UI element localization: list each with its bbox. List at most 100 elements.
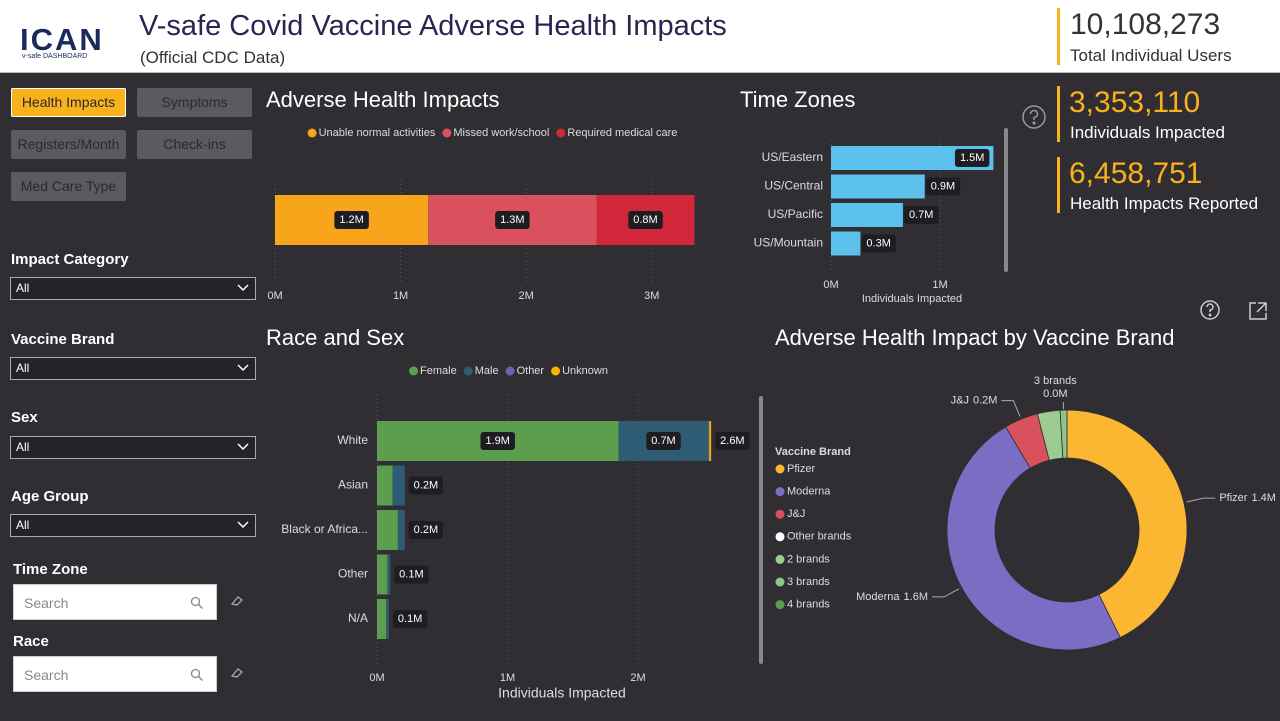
kpi-value: 10,108,273 <box>1070 8 1221 41</box>
dropdown-value: All <box>16 518 30 532</box>
search-box[interactable]: Search <box>13 584 217 620</box>
chart-title: Adverse Health Impacts <box>266 87 500 112</box>
dropdown-value: All <box>16 440 30 454</box>
legend-marker <box>775 577 785 587</box>
nav-button[interactable]: Health Impacts <box>11 88 126 117</box>
bar <box>709 421 712 461</box>
search-icon <box>190 668 203 681</box>
search-placeholder: Search <box>24 667 69 683</box>
data-label-box <box>861 234 896 253</box>
nav-button[interactable]: Med Care Type <box>11 172 126 201</box>
data-label: 0.3M <box>866 237 890 249</box>
chart-title: Time Zones <box>740 87 855 112</box>
x-tick-label: 1M <box>932 279 947 291</box>
bar <box>831 231 861 256</box>
data-label-box <box>480 432 515 450</box>
legend-marker <box>775 532 785 542</box>
bar <box>377 510 398 550</box>
data-label-box <box>392 610 428 628</box>
data-label-box <box>334 211 369 229</box>
legend-marker <box>775 600 785 610</box>
legend-label: Male <box>475 365 499 377</box>
legend-marker <box>307 128 317 138</box>
kpi-accent <box>1057 157 1060 213</box>
legend-marker <box>551 366 561 376</box>
donut-slice <box>1059 409 1068 459</box>
kpi-label: Total Individual Users <box>1070 46 1232 65</box>
legend-marker <box>442 128 452 138</box>
data-label: 0.2M <box>414 524 438 536</box>
chevron <box>237 364 249 372</box>
data-label: 1.3M <box>500 214 524 226</box>
dropdown-value: All <box>16 361 30 375</box>
y-tick-label: US/Pacific <box>768 207 823 221</box>
bar <box>377 554 388 595</box>
y-tick-label: Other <box>338 567 368 581</box>
nav-button[interactable]: Check-ins <box>137 130 252 159</box>
data-label: 0.9M <box>931 180 955 192</box>
slice-label: 1.4M <box>1251 492 1275 504</box>
clear-icon[interactable] <box>230 667 244 679</box>
donut-slice <box>946 426 1121 651</box>
y-tick-label: N/A <box>348 611 368 625</box>
filter-dropdown[interactable]: All <box>10 514 256 537</box>
x-tick-label: 0M <box>823 279 838 291</box>
bar <box>387 554 391 595</box>
chevron <box>237 443 249 451</box>
nav-button[interactable]: Registers/Month <box>11 130 126 159</box>
y-tick-label: US/Central <box>764 179 823 193</box>
slice-category: Moderna <box>856 591 900 603</box>
logo-subtitle: v-safe DASHBOARD <box>22 53 88 60</box>
bar <box>831 174 925 199</box>
legend-marker <box>505 366 515 376</box>
search-icon <box>190 596 203 609</box>
filter-label: Vaccine Brand <box>11 331 115 348</box>
legend-label: J&J <box>787 508 805 520</box>
data-label-box <box>646 432 681 450</box>
data-label-box <box>628 211 663 229</box>
filter-dropdown[interactable]: All <box>10 277 256 300</box>
x-tick-label: 1M <box>393 290 408 302</box>
legend-label: Required medical care <box>567 127 677 139</box>
focus-mode-icon[interactable] <box>1249 302 1267 320</box>
data-label-box <box>715 432 750 450</box>
legend-label: 3 brands <box>787 576 830 588</box>
filter-dropdown[interactable]: All <box>10 436 256 459</box>
dropdown-value: All <box>16 281 30 295</box>
clear-icon[interactable] <box>230 595 244 607</box>
legend-marker <box>463 366 473 376</box>
data-label: 1.2M <box>339 214 363 226</box>
legend-label: 4 brands <box>787 599 830 611</box>
data-label-box <box>408 521 444 539</box>
page-title: V-safe Covid Vaccine Adverse Health Impa… <box>139 10 727 42</box>
data-label: 0.7M <box>651 435 675 447</box>
nav-button[interactable]: Symptoms <box>137 88 252 117</box>
y-tick-label: White <box>337 433 368 447</box>
chart-title: Adverse Health Impact by Vaccine Brand <box>775 325 1174 350</box>
help-icon[interactable] <box>1200 300 1220 320</box>
data-label-box <box>394 565 429 584</box>
x-tick-label: 2M <box>519 290 534 302</box>
legend-marker <box>409 366 419 376</box>
data-label-box <box>495 211 530 229</box>
filter-label: Impact Category <box>11 251 129 268</box>
legend-marker <box>775 554 785 564</box>
y-tick-label: Black or Africa... <box>281 522 368 536</box>
help-icon[interactable] <box>1022 105 1046 129</box>
bar <box>392 465 405 506</box>
x-tick-label: 2M <box>630 672 645 684</box>
search-box[interactable]: Search <box>13 656 217 692</box>
y-tick-label: US/Eastern <box>762 150 823 164</box>
legend-label: Pfizer <box>787 463 815 475</box>
legend-label: Unable normal activities <box>319 127 436 139</box>
data-label: 0.8M <box>633 214 657 226</box>
kpi-accent <box>1057 86 1060 142</box>
filter-label: Sex <box>11 409 38 426</box>
chart-title: Race and Sex <box>266 325 404 350</box>
legend-title: Vaccine Brand <box>775 446 851 458</box>
legend: Female Male Other Unknown <box>409 365 608 377</box>
legend: Unable normal activities Missed work/scho… <box>307 127 677 139</box>
filter-dropdown[interactable]: All <box>10 357 256 380</box>
